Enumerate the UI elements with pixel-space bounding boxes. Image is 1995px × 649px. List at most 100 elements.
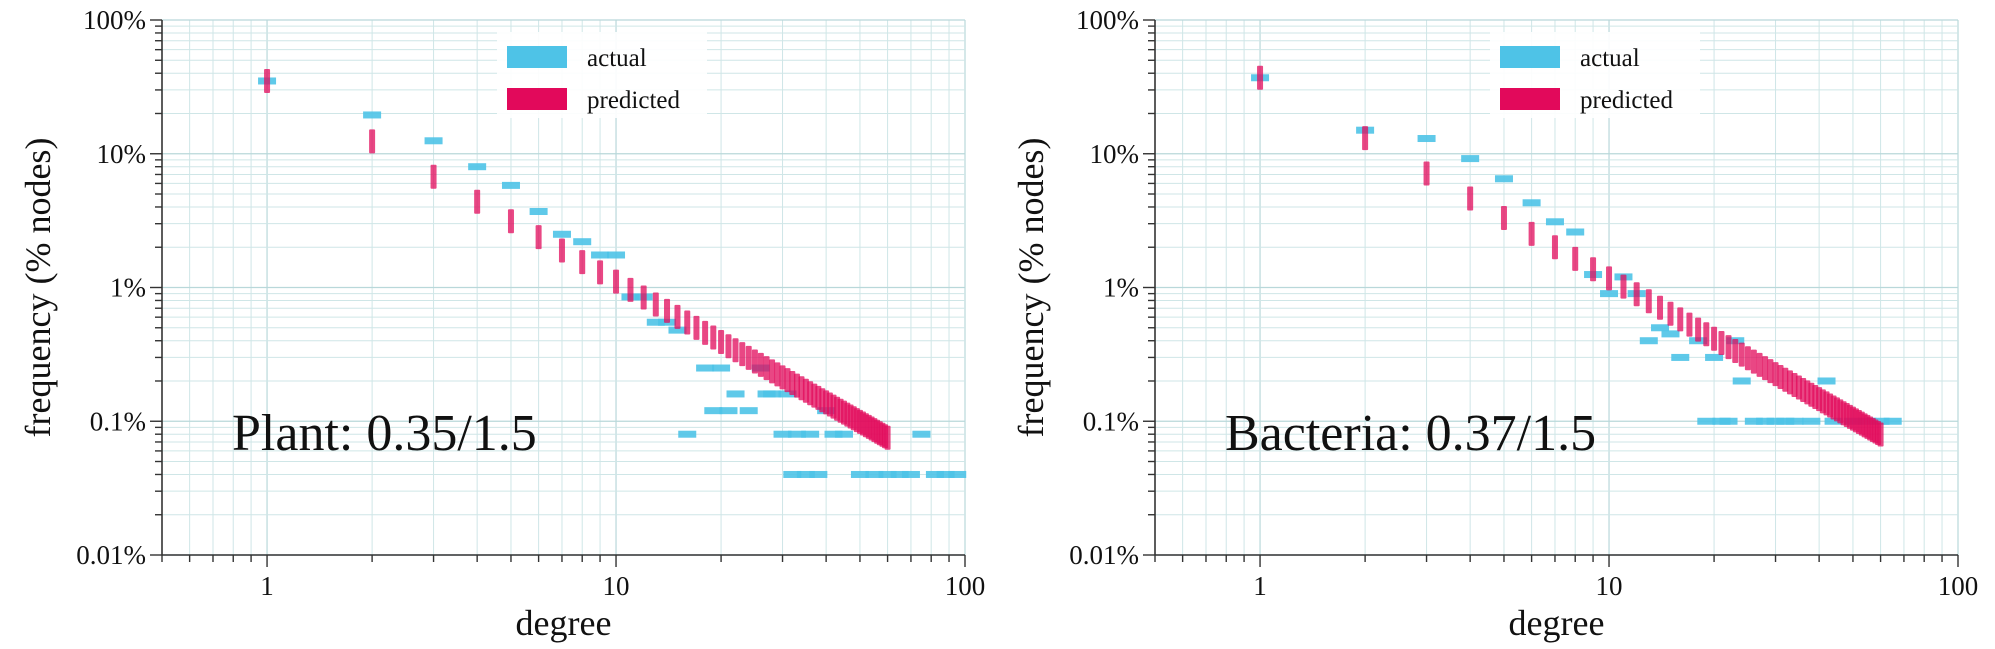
predicted-point	[702, 320, 709, 345]
predicted-point	[1645, 289, 1652, 314]
predicted-point	[1744, 346, 1751, 371]
predicted-point	[1756, 352, 1763, 377]
actual-point	[646, 318, 665, 326]
y-tick-label: 0.1%	[1083, 406, 1139, 436]
predicted-point	[1590, 257, 1597, 282]
predicted-point	[1620, 274, 1627, 299]
actual-point	[424, 137, 443, 145]
predicted-point	[1362, 126, 1369, 151]
actual-point	[809, 470, 828, 478]
predicted-point	[1703, 322, 1710, 347]
y-tick-label: 1%	[1103, 273, 1139, 303]
actual-point	[796, 470, 815, 478]
actual-point	[1566, 228, 1585, 236]
predicted-point	[597, 260, 604, 285]
actual-point	[363, 111, 382, 119]
actual-point	[1719, 417, 1738, 425]
actual-point	[1744, 417, 1763, 425]
actual-point	[573, 238, 592, 246]
y-tick-label: 0.1%	[90, 406, 146, 436]
predicted-point	[627, 277, 634, 302]
actual-point	[468, 163, 487, 171]
panel-plant: 1 10 100 100% 10% 1% 0.1% 0.01% actual predicte…	[18, 5, 985, 643]
predicted-point	[1732, 338, 1739, 363]
actual-point	[607, 251, 626, 259]
actual-point	[912, 430, 931, 438]
actual-point	[1776, 417, 1795, 425]
predicted-point	[1686, 312, 1693, 337]
actual-point	[1545, 218, 1564, 226]
actual-point	[1600, 290, 1619, 298]
predicted-point	[751, 349, 758, 374]
predicted-point	[579, 250, 586, 275]
y-tick-label: 10%	[97, 139, 147, 169]
predicted-point	[1718, 331, 1725, 356]
actual-point	[726, 390, 745, 398]
actual-point	[591, 251, 610, 259]
actual-point	[1661, 330, 1680, 338]
predicted-point	[535, 225, 542, 250]
predicted-point	[1633, 282, 1640, 307]
predicted-point	[739, 342, 746, 367]
actual-point	[668, 326, 687, 334]
actual-point	[1883, 417, 1902, 425]
legend-label-predicted: predicted	[1580, 87, 1674, 114]
predicted-point	[763, 356, 770, 381]
actual-point	[834, 430, 853, 438]
x-tick-label: 1	[1253, 571, 1267, 601]
axes: 1 10 100 100% 10% 1% 0.1% 0.01%	[1069, 5, 1978, 601]
predicted-point	[474, 189, 481, 214]
actual-point	[878, 470, 897, 478]
predicted-point	[774, 362, 781, 387]
x-tick-label: 10	[1596, 571, 1623, 601]
actual-point	[801, 430, 820, 438]
actual-point	[1705, 353, 1724, 361]
panel-bacteria: 1 10 100 100% 10% 1% 0.1% 0.01% actual predicte…	[1011, 5, 1978, 643]
actual-point	[850, 470, 869, 478]
actual-point	[1461, 155, 1480, 163]
predicted-point	[718, 330, 725, 355]
predicted-point	[1750, 349, 1757, 374]
predicted-point	[1695, 317, 1702, 342]
predicted-point	[684, 310, 691, 335]
predicted-point	[507, 209, 514, 234]
actual-point	[936, 470, 955, 478]
actual-point	[865, 470, 884, 478]
predicted-point	[1711, 326, 1718, 351]
actual-point	[948, 470, 967, 478]
predicted-point	[710, 325, 717, 350]
actual-point	[925, 470, 944, 478]
predicted-point	[1500, 205, 1507, 230]
actual-point	[783, 470, 802, 478]
chart-annotation: Bacteria: 0.37/1.5	[1225, 405, 1596, 462]
actual-point	[773, 430, 792, 438]
predicted-point	[369, 129, 376, 154]
actual-point	[1817, 377, 1836, 385]
predicted-point	[613, 269, 620, 294]
x-axis-label: degree	[1509, 603, 1605, 643]
predicted-point	[1528, 221, 1535, 246]
predicted-point	[1777, 364, 1784, 389]
x-tick-label: 100	[1938, 571, 1979, 601]
predicted-point	[674, 304, 681, 329]
predicted-point	[664, 298, 671, 323]
predicted-point	[1551, 235, 1558, 260]
actual-point	[763, 390, 782, 398]
actual-point	[1417, 135, 1436, 143]
y-tick-label: 10%	[1090, 139, 1140, 169]
actual-point	[1671, 353, 1690, 361]
predicted-point	[1767, 359, 1774, 384]
y-tick-label: 0.01%	[76, 540, 146, 570]
predicted-point	[264, 68, 271, 93]
predicted-point	[1786, 370, 1793, 395]
actual-point	[1494, 175, 1513, 183]
legend-label-actual: actual	[1580, 45, 1640, 72]
predicted-point	[1657, 295, 1664, 320]
actual-point	[1639, 337, 1658, 345]
predicted-point	[789, 370, 796, 395]
y-axis-label: frequency (% nodes)	[1011, 138, 1051, 438]
legend-swatch-predicted	[1500, 88, 1560, 110]
actual-point	[901, 470, 920, 478]
predicted-point	[1572, 246, 1579, 271]
